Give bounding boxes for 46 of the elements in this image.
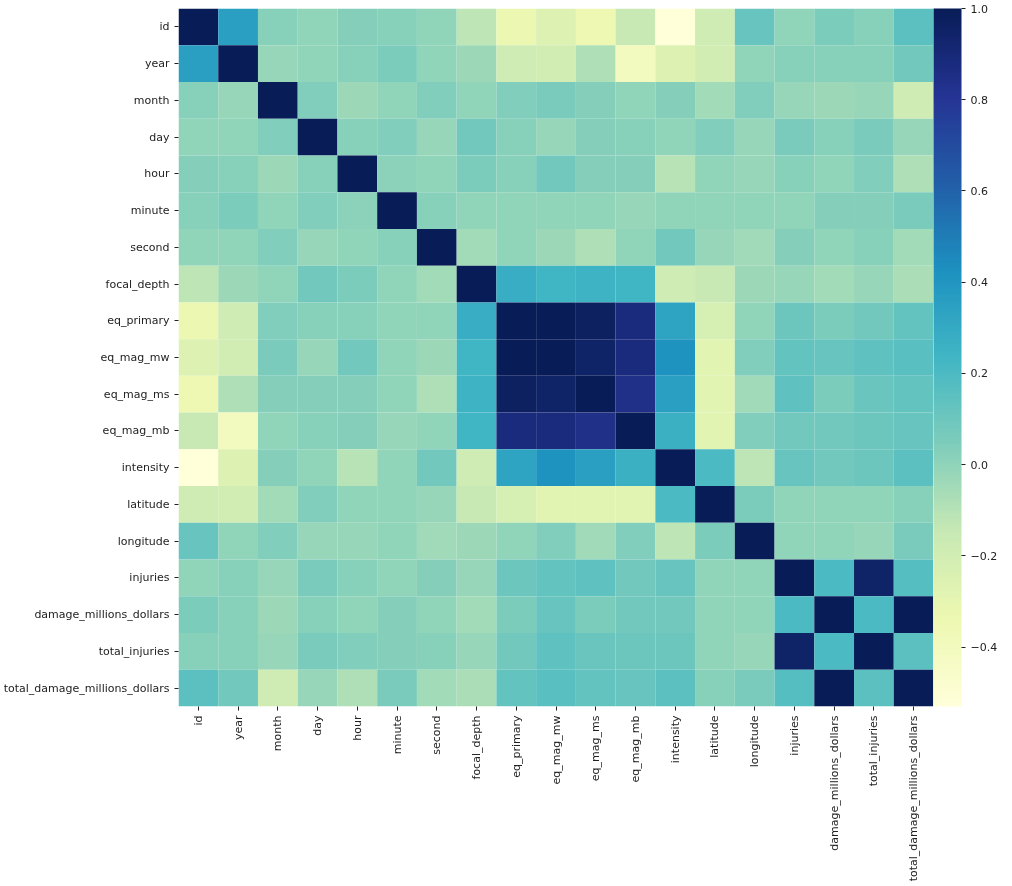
y-tick-label: eq_mag_ms [103, 387, 170, 401]
y-tick-label: intensity [121, 461, 170, 475]
y-tick-label: second [130, 240, 170, 254]
x-tick-label: minute [390, 715, 404, 755]
x-tick-label: latitude [708, 715, 722, 758]
y-tick-label: day [149, 130, 170, 144]
y-tick-label: minute [130, 204, 170, 218]
x-tick-label: eq_mag_mb [628, 715, 642, 783]
y-tick-label: total_damage_millions_dollars [3, 681, 170, 695]
x-tick-label: eq_primary [509, 715, 523, 778]
x-tick-label: second [430, 715, 444, 755]
y-tick-label: injuries [129, 571, 170, 585]
x-tick-label: intensity [668, 715, 682, 764]
color-bar-label: 0.6 [970, 184, 988, 198]
x-tick-label: year [231, 715, 245, 741]
y-tick-label: total_injuries [98, 644, 170, 658]
color-bar-label: 0.0 [970, 458, 988, 472]
y-tick-label: eq_primary [107, 314, 170, 328]
color-bar-label: 0.2 [970, 367, 988, 381]
y-tick-label: latitude [127, 497, 170, 511]
x-tick-label: damage_millions_dollars [827, 715, 841, 851]
x-tick-label: hour [350, 715, 364, 741]
x-tick-label: total_damage_millions_dollars [907, 715, 921, 882]
color-bar-label: −0.2 [970, 549, 998, 563]
y-tick-label: eq_mag_mw [100, 351, 170, 364]
color-bar-label: 0.8 [970, 93, 988, 107]
x-tick-label: day [311, 715, 325, 736]
x-tick-label: total_injuries [867, 715, 881, 787]
y-tick-label: hour [144, 167, 170, 181]
x-tick-label: longitude [748, 715, 762, 768]
color-bar-label: 0.4 [970, 276, 988, 290]
x-tick-label: id [191, 715, 205, 726]
x-tick-label: focal_depth [470, 715, 484, 780]
y-tick-label: id [159, 20, 170, 34]
x-tick-label: eq_mag_ms [589, 715, 603, 782]
y-tick-label: year [144, 57, 170, 71]
y-tick-label: damage_millions_dollars [34, 608, 170, 622]
y-tick-label: eq_mag_mb [102, 424, 170, 438]
x-tick-label: month [271, 715, 285, 752]
y-tick-label: longitude [117, 534, 170, 548]
y-tick-label: month [133, 93, 170, 107]
x-tick-label: injuries [787, 715, 801, 756]
y-tick-label: focal_depth [105, 277, 170, 291]
color-bar-label: 1.0 [970, 2, 988, 16]
x-tick-label: eq_mag_mw [549, 715, 563, 785]
color-bar-label: −0.4 [970, 641, 998, 655]
